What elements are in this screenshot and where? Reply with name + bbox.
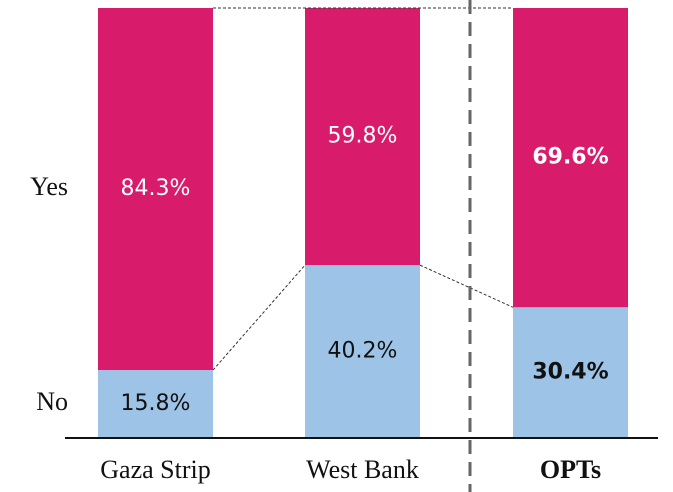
x-tick-label: West Bank (306, 455, 419, 484)
value-label: 69.6% (532, 145, 608, 170)
bar-segment (513, 8, 628, 308)
bar-segment (98, 8, 213, 371)
x-tick-label: Gaza Strip (100, 455, 210, 484)
bar-segment (305, 8, 420, 266)
bar-segment (513, 307, 628, 438)
connector (212, 264, 306, 371)
bar-segment (305, 265, 420, 438)
series-label: Yes (30, 172, 68, 201)
value-label: 84.3% (121, 176, 191, 201)
value-label: 15.8% (121, 391, 191, 416)
bar-segment (98, 370, 213, 438)
value-label: 30.4% (532, 360, 608, 385)
value-label: 59.8% (328, 124, 398, 149)
series-label: No (36, 387, 68, 416)
x-tick-label: OPTs (540, 455, 601, 484)
value-label: 40.2% (328, 339, 398, 364)
connector (419, 264, 514, 308)
